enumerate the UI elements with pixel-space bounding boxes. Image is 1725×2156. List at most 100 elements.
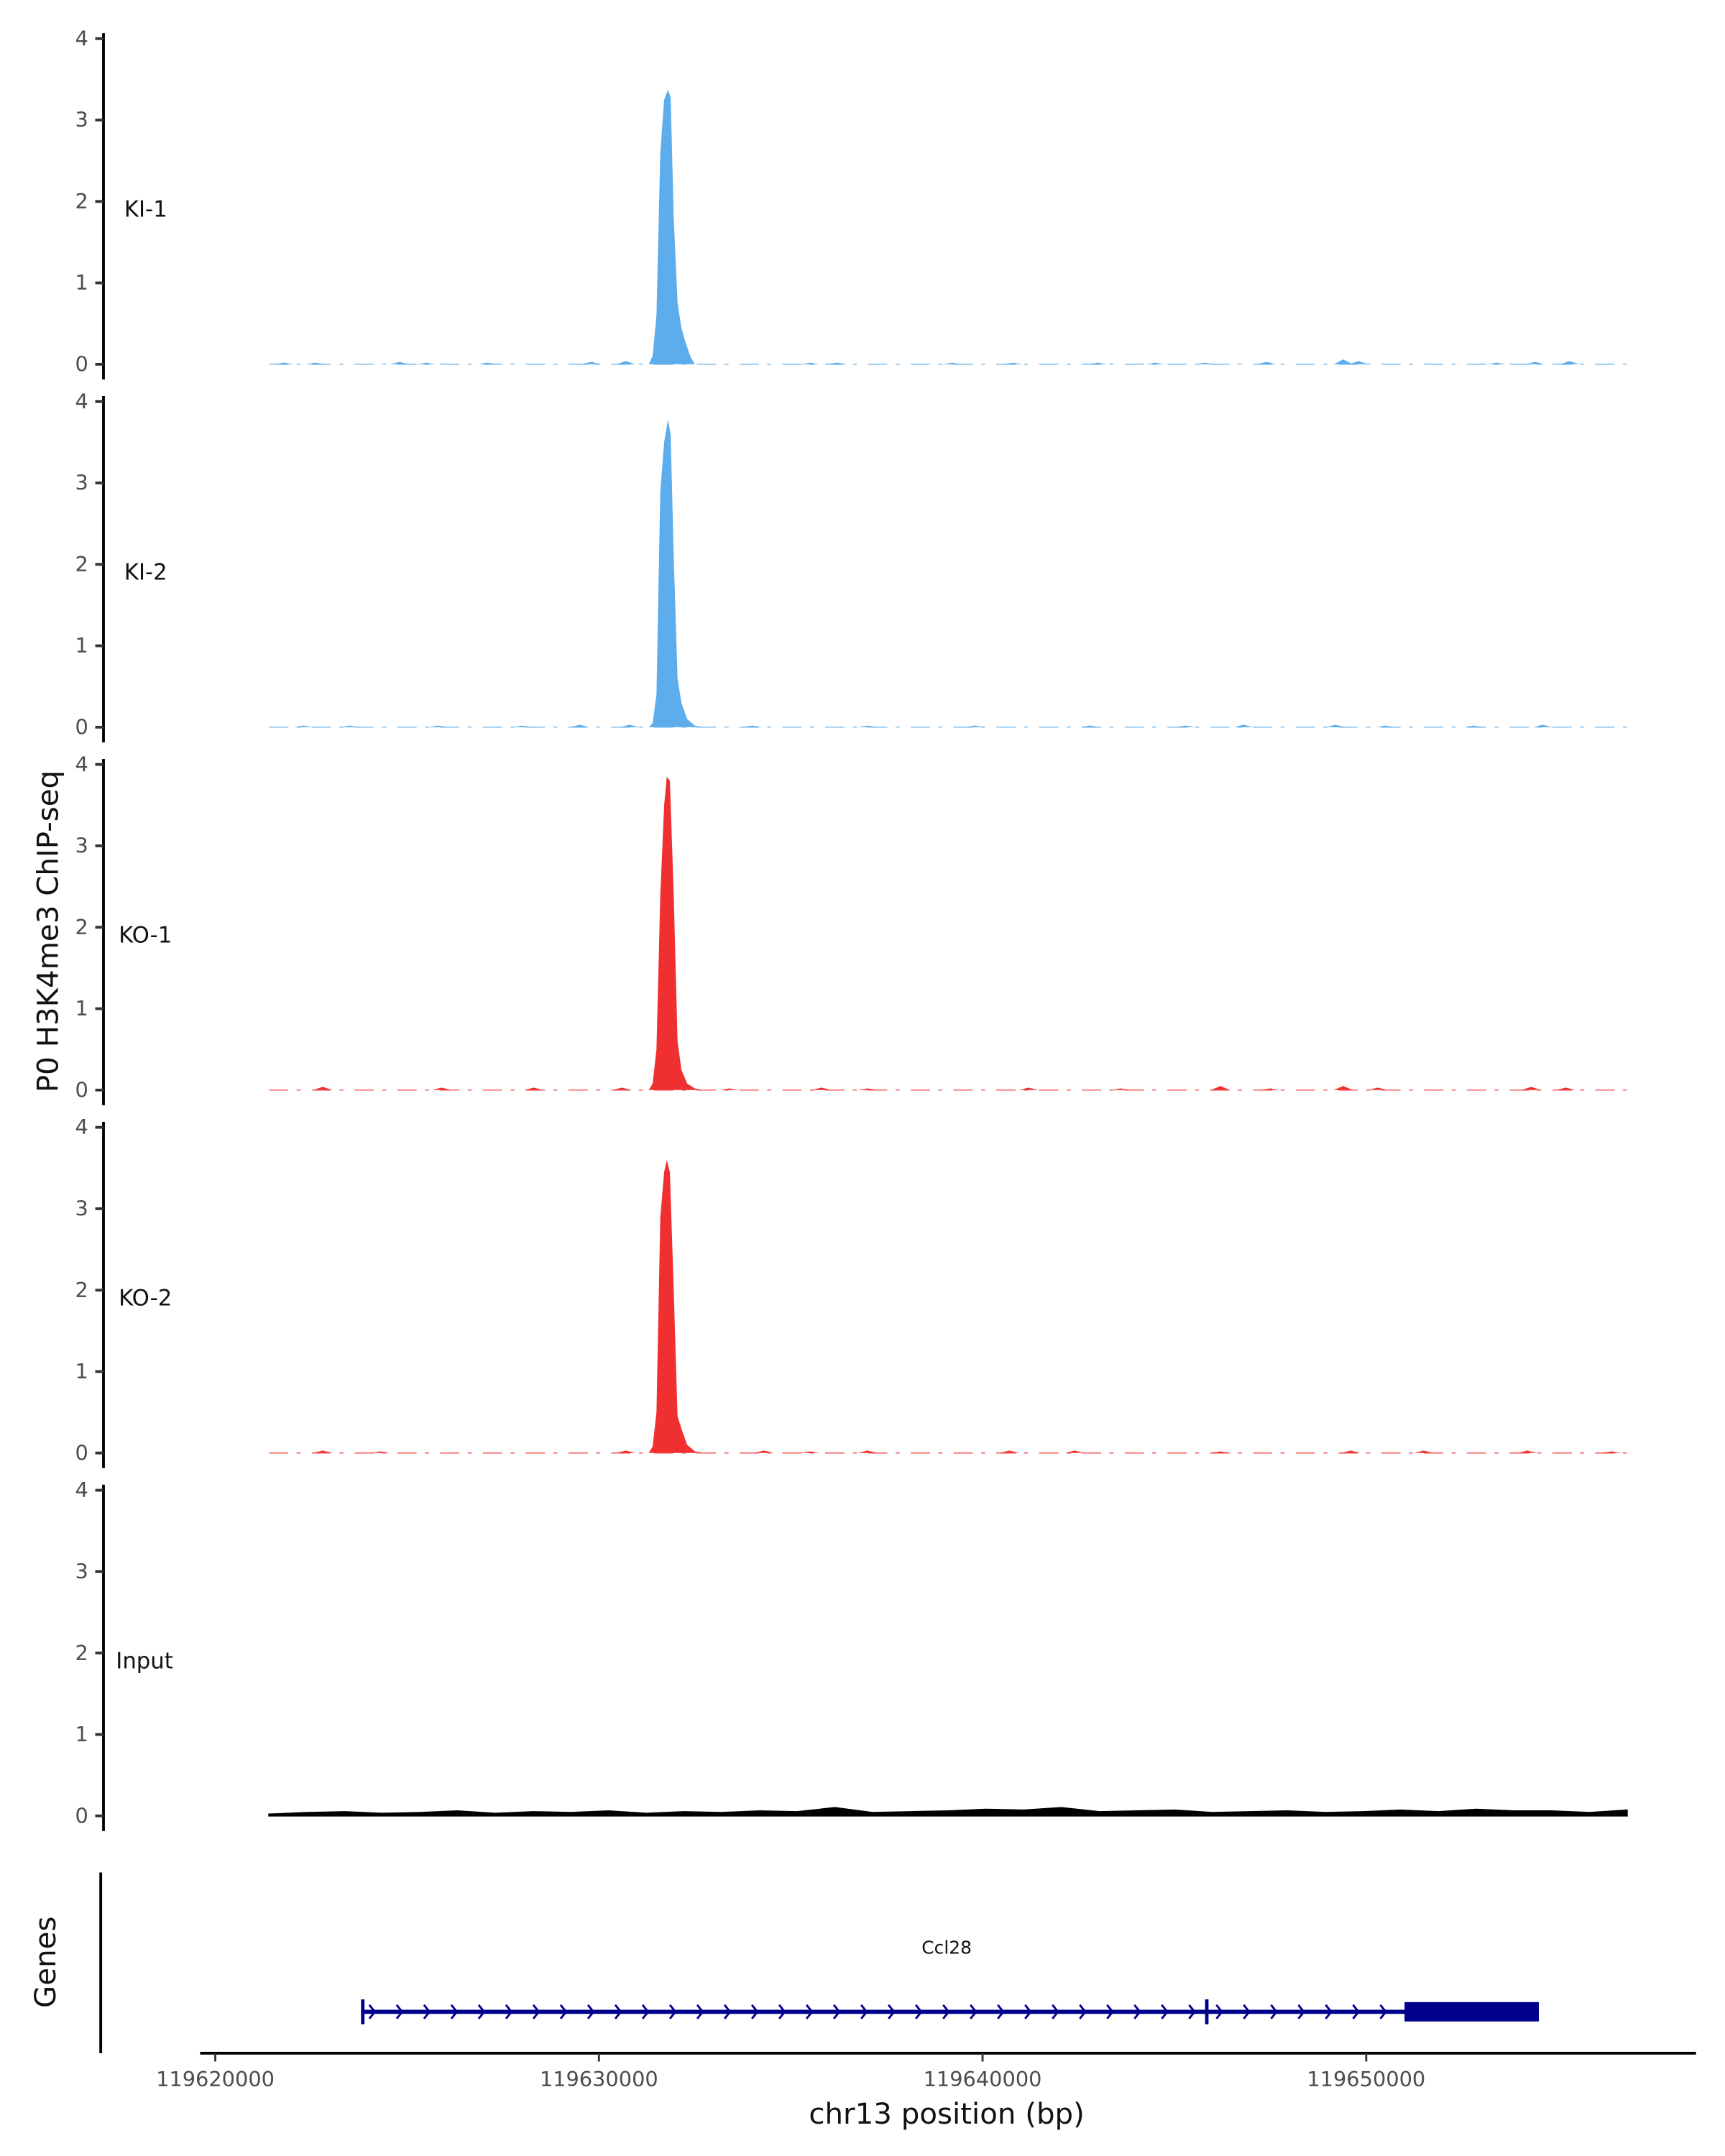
x-tick-label: 119650000 — [1307, 2067, 1425, 2091]
strand-arrow-icon — [806, 2004, 814, 2019]
strand-arrow-icon — [1106, 2004, 1114, 2019]
signal-bump — [719, 1088, 740, 1090]
signal-bump — [612, 1087, 632, 1090]
signal-bump — [1341, 1450, 1361, 1453]
signal-bump — [1003, 362, 1024, 364]
strand-arrow-icon — [970, 2004, 978, 2019]
x-tick-label: 119640000 — [924, 2067, 1042, 2091]
strand-arrow-icon — [586, 2004, 595, 2019]
y-tick-label: 0 — [75, 714, 88, 739]
signal-bump — [800, 1451, 820, 1453]
signal-bump — [1080, 725, 1100, 727]
signal-bump — [1256, 361, 1276, 364]
signal-bump — [800, 362, 820, 364]
signal-bump — [857, 1088, 878, 1090]
y-tick-label: 1 — [75, 270, 88, 295]
strand-arrow-icon — [505, 2004, 513, 2019]
gene-panel-title: Genes — [29, 1917, 63, 2008]
signal-area — [268, 1807, 1628, 1817]
strand-arrow-icon — [723, 2004, 732, 2019]
signal-bump — [1333, 359, 1353, 364]
strand-arrow-icon — [942, 2004, 950, 2019]
strand-arrow-icon — [833, 2004, 841, 2019]
signal-bump — [1325, 724, 1346, 727]
signal-bump — [1333, 1086, 1353, 1090]
signal-bump — [965, 725, 985, 727]
signal-bump — [1176, 725, 1196, 727]
strand-arrow-icon — [559, 2004, 568, 2019]
signal-bump — [390, 361, 410, 364]
strand-arrow-icon — [395, 2004, 404, 2019]
y-tick-label: 2 — [75, 1641, 88, 1665]
strand-arrow-icon — [750, 2004, 759, 2019]
signal-bump — [1525, 361, 1545, 364]
signal-bump — [1233, 724, 1254, 727]
y-tick-label: 3 — [75, 1197, 88, 1221]
y-tick-label: 0 — [75, 351, 88, 376]
x-tick-label: 119630000 — [540, 2067, 658, 2091]
strand-arrow-icon — [778, 2004, 786, 2019]
signal-bump — [339, 725, 359, 727]
signal-bump — [1463, 725, 1484, 727]
y-tick-label: 4 — [75, 1115, 88, 1139]
track-panel-input: 0 1 2 3 4 Input — [75, 1478, 1628, 1831]
strand-arrow-icon — [1133, 2004, 1141, 2019]
track-panel-ko-2: 0 1 2 3 4 KO-2 — [75, 1115, 1627, 1468]
signal-bump — [620, 724, 640, 727]
gene-ccl28: Ccl28 — [361, 1938, 1539, 2024]
signal-bump — [1087, 362, 1108, 364]
track-label: KI-2 — [124, 559, 167, 585]
signal-bump — [857, 725, 878, 727]
y-tick-label: 1 — [75, 1722, 88, 1746]
signal-bump — [416, 362, 436, 364]
track-label: Input — [116, 1648, 173, 1674]
signal-bump — [1376, 725, 1395, 727]
signal-bump — [1261, 1088, 1280, 1090]
signal-bump — [428, 725, 448, 727]
signal-bump — [1517, 1450, 1537, 1453]
strand-arrow-icon — [423, 2004, 431, 2019]
y-tick-label: 3 — [75, 1559, 88, 1583]
strand-arrow-icon — [1270, 2004, 1278, 2019]
strand-arrow-icon — [368, 2004, 377, 2019]
signal-bump — [1348, 361, 1368, 364]
y-tick-label: 1 — [75, 633, 88, 658]
strand-arrow-icon — [477, 2004, 486, 2019]
track-panel-ki-1: 0 1 2 3 4 KI-1 — [75, 26, 1627, 379]
y-tick-label: 0 — [75, 1077, 88, 1102]
x-tick-label: 119620000 — [156, 2067, 275, 2091]
signal-bump — [742, 725, 763, 727]
y-tick-label: 1 — [75, 996, 88, 1021]
signal-bump — [857, 1450, 878, 1453]
signal-bump — [1210, 1086, 1230, 1090]
track-label: KI-1 — [124, 196, 167, 222]
track-panel-ko-1: 0 1 2 3 4 KO-1 — [75, 752, 1627, 1105]
strand-arrow-icon — [888, 2004, 896, 2019]
y-tick-label: 2 — [75, 552, 88, 576]
strand-arrow-icon — [1188, 2004, 1196, 2019]
signal-peak — [648, 419, 703, 727]
signal-bump — [1486, 362, 1506, 364]
y-tick-label: 0 — [75, 1803, 88, 1828]
signal-bump — [313, 1450, 333, 1453]
signal-bump — [1145, 362, 1165, 364]
signal-bump — [1368, 1087, 1388, 1090]
strand-arrow-icon — [1024, 2004, 1032, 2019]
y-tick-label: 1 — [75, 1359, 88, 1383]
strand-arrow-icon — [915, 2004, 923, 2019]
y-tick-label: 3 — [75, 834, 88, 858]
y-tick-label: 4 — [75, 1478, 88, 1502]
signal-bump — [370, 1451, 390, 1453]
signal-bump — [293, 725, 313, 727]
signal-bump — [1018, 1087, 1039, 1090]
y-tick-label: 2 — [75, 1278, 88, 1302]
y-tick-label: 4 — [75, 26, 88, 50]
strand-arrow-icon — [668, 2004, 677, 2019]
signal-bump — [1602, 1451, 1622, 1453]
gene-panel: Genes Ccl28 — [29, 1872, 1539, 2053]
signal-bump — [1000, 1450, 1019, 1453]
signal-peak — [648, 90, 695, 364]
signal-bump — [942, 362, 962, 364]
signal-bump — [432, 1087, 451, 1090]
signal-bump — [305, 362, 325, 364]
